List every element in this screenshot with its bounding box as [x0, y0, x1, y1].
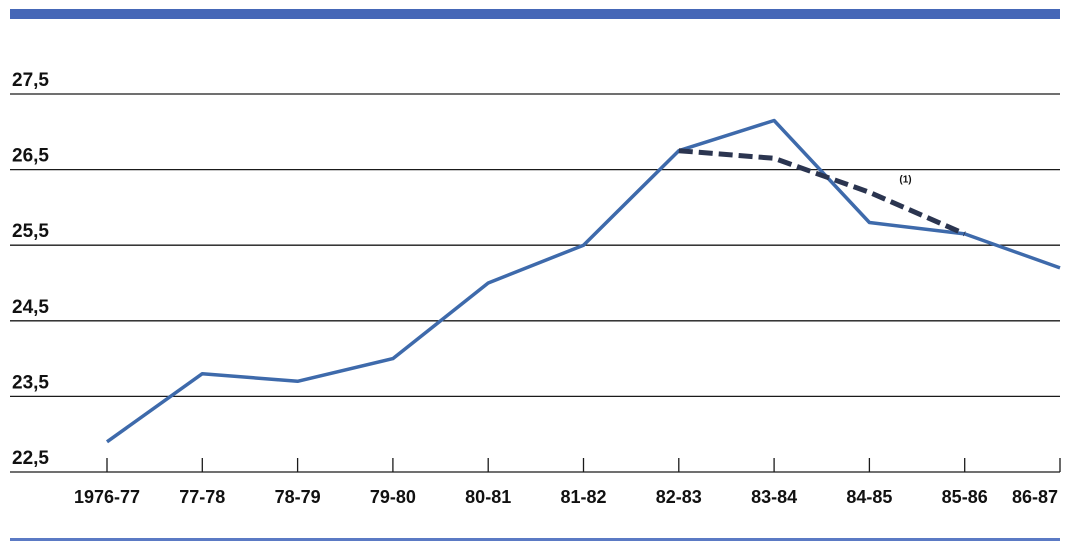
series-group	[105, 118, 1061, 444]
series-line-dashed	[678, 148, 966, 237]
top-accent-bar	[10, 9, 1060, 19]
bottom-accent-bar	[10, 538, 1060, 541]
y-tick-label: 23,5	[12, 372, 49, 393]
x-tick-label: 79-80	[370, 487, 416, 507]
x-axis-ticks: 1976-77 77-78 78-79 79-80 80-81 81-82 82-83 83-…	[74, 458, 1061, 507]
y-tick-label: 25,5	[12, 221, 49, 242]
x-tick-label: 85-86	[942, 487, 988, 507]
x-tick-label: 78-79	[275, 487, 321, 507]
y-tick-label: 26,5	[12, 146, 49, 167]
x-tick-label: 82-83	[656, 487, 702, 507]
y-tick-label: 22,5	[12, 448, 49, 469]
x-tick-label: 80-81	[465, 487, 511, 507]
grid-lines	[10, 93, 1060, 473]
annotations: (1)	[899, 175, 911, 186]
annotation-label: (1)	[899, 175, 911, 186]
x-tick-label: 83-84	[751, 487, 797, 507]
x-tick-label: 77-78	[179, 487, 225, 507]
x-tick-label: 81-82	[560, 487, 606, 507]
y-tick-label: 24,5	[12, 297, 49, 318]
y-axis-ticks: 27,5 26,5 25,5 24,5 23,5 22,5	[12, 70, 49, 469]
series-line-solid	[105, 118, 1061, 444]
x-tick-label: 1976-77	[74, 487, 140, 507]
y-tick-label: 27,5	[12, 70, 49, 91]
x-tick-label: 86-87	[1012, 487, 1058, 507]
x-tick-label: 84-85	[846, 487, 892, 507]
